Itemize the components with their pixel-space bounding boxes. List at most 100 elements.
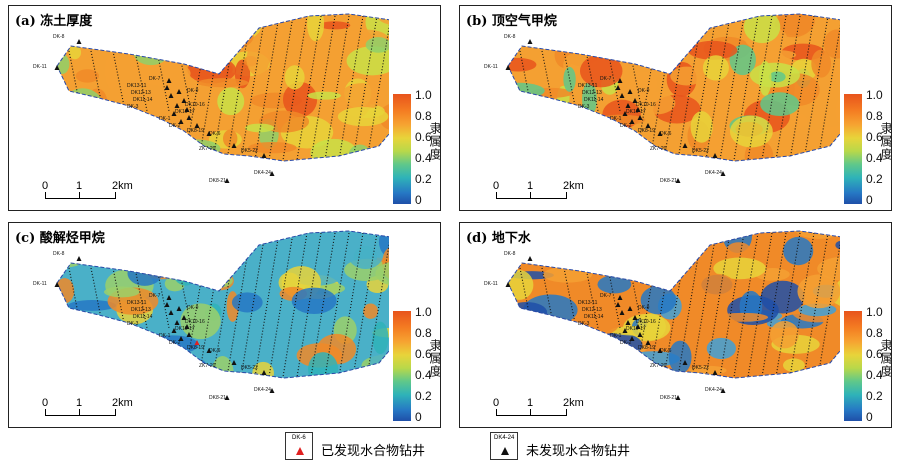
well-label: DK12-13	[582, 90, 602, 96]
well-marker	[171, 111, 177, 116]
well-label: DK-7	[149, 293, 161, 299]
well-marker	[505, 65, 511, 70]
well-marker	[168, 310, 174, 315]
well-label: DK11-14	[133, 314, 153, 320]
colorbar-title: 隶属度	[428, 339, 441, 378]
colorbar-tick: 0.8	[415, 326, 432, 340]
notfound-well-symbol	[501, 447, 509, 455]
well-label: DK-8	[504, 34, 516, 40]
well-label: DK-1	[610, 333, 622, 339]
map-canvas	[54, 230, 389, 400]
colorbar: 1.0 0.8 0.6 0.4 0.2 0 隶属度	[393, 306, 440, 427]
well-label: DK-9	[638, 305, 650, 311]
found-well-symbol	[296, 447, 304, 455]
well-label: ZK7-20	[199, 146, 216, 152]
well-marker	[619, 93, 625, 98]
well-label: DK8-21	[660, 178, 677, 184]
well-label: DK-6	[660, 131, 672, 137]
colorbar-tick: 0.2	[866, 172, 883, 186]
well-marker	[224, 395, 230, 400]
well-marker	[181, 98, 187, 103]
scale-bar: 0 1 2km	[490, 397, 584, 425]
well-marker	[527, 39, 533, 44]
well-label: DK8-21	[209, 178, 226, 184]
well-label: DK-1	[159, 116, 171, 122]
colorbar-tick: 0	[415, 410, 422, 424]
colorbar-tick: 0	[866, 193, 873, 207]
well-marker	[615, 85, 621, 90]
colorbar-tick: 1.0	[866, 305, 883, 319]
colorbar-title: 隶属度	[428, 122, 441, 161]
well-label: DK-11	[33, 281, 47, 287]
panel-b: (b) 顶空气甲烷 DK-11 DK-8 DK-7 DK13-11 DK12-13 DK1…	[459, 5, 892, 211]
well-marker	[720, 388, 726, 393]
well-label: DK10-16	[636, 102, 656, 108]
colorbar-title: 隶属度	[879, 122, 892, 161]
colorbar-tick: 0.8	[866, 109, 883, 123]
scale-label: 2km	[563, 180, 584, 192]
well-marker	[657, 131, 663, 136]
well-label: DK-7	[600, 76, 612, 82]
well-marker	[269, 171, 275, 176]
well-marker	[645, 340, 651, 345]
well-marker	[625, 320, 631, 325]
scale-label: 2km	[112, 180, 133, 192]
well-label: DK10-17	[175, 326, 195, 332]
well-label: DK13-11	[578, 300, 598, 306]
colorbar-tick: 0.4	[415, 368, 432, 382]
scale-label: 1	[76, 397, 83, 409]
colorbar-gradient	[844, 94, 862, 204]
scale-label: 0	[493, 397, 500, 409]
well-label: DK-3	[578, 104, 590, 110]
well-label: DK-11	[484, 281, 498, 287]
well-marker	[174, 320, 180, 325]
colorbar-gradient	[393, 94, 411, 204]
well-marker	[657, 348, 663, 353]
scale-label: 1	[76, 180, 83, 192]
well-label: DK-1	[159, 333, 171, 339]
well-marker	[174, 103, 180, 108]
well-label: DK-6	[209, 348, 221, 354]
well-marker	[224, 178, 230, 183]
well-marker	[206, 348, 212, 353]
well-marker	[625, 103, 631, 108]
colorbar-tick: 0.4	[415, 151, 432, 165]
well-marker	[168, 93, 174, 98]
well-marker	[682, 360, 688, 365]
well-marker	[622, 111, 628, 116]
survey-boundary	[507, 13, 840, 162]
well-label: DK-9	[638, 88, 650, 94]
well-marker	[171, 328, 177, 333]
well-label: DK12-13	[131, 307, 151, 313]
well-marker	[675, 395, 681, 400]
well-marker	[712, 153, 718, 158]
well-marker	[194, 123, 200, 128]
panel-d: (d) 地下水 DK-11 DK-8 DK-7 DK13-11 DK12-13 DK11-…	[459, 222, 892, 428]
scale-label: 0	[493, 180, 500, 192]
well-marker	[627, 306, 633, 311]
well-label: DK8-19	[187, 345, 204, 351]
colorbar: 1.0 0.8 0.6 0.4 0.2 0 隶属度	[844, 306, 891, 427]
well-label: DK11-14	[584, 97, 604, 103]
well-marker	[194, 340, 200, 345]
well-label: DK13-11	[127, 300, 147, 306]
legend-notfound-text: 未发现水合物钻井	[526, 444, 631, 459]
map-canvas	[505, 230, 840, 400]
well-marker	[176, 89, 182, 94]
well-marker	[505, 282, 511, 287]
well-marker	[645, 123, 651, 128]
well-marker	[186, 115, 192, 120]
scale-bar: 0 1 2km	[39, 180, 133, 208]
well-label: DK-6	[660, 348, 672, 354]
well-label: DK-9	[187, 88, 199, 94]
well-marker	[619, 310, 625, 315]
panel-title: (d) 地下水	[466, 231, 531, 246]
well-label: DK-2	[169, 340, 181, 346]
well-marker	[675, 178, 681, 183]
well-marker	[231, 143, 237, 148]
scale-label: 1	[527, 180, 534, 192]
scale-label: 1	[527, 397, 534, 409]
well-label: DK-11	[484, 64, 498, 70]
well-marker	[206, 131, 212, 136]
well-marker	[261, 153, 267, 158]
